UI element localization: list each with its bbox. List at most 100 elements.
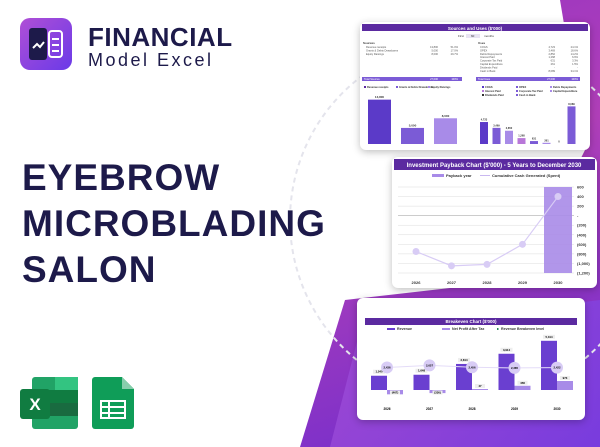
- y-tick: (800): [577, 251, 587, 256]
- bar-label: 631: [532, 137, 537, 141]
- brand-logo: [20, 18, 72, 70]
- breakeven-point: [551, 361, 563, 374]
- bar-label: 4,723: [481, 118, 488, 122]
- legend-label: Dividends Paid: [485, 93, 504, 97]
- data-point: [519, 240, 526, 248]
- revenue-bar: [498, 353, 515, 390]
- google-sheets-icon: [92, 377, 134, 434]
- legend-swatch: [364, 86, 366, 88]
- legend-label: Revenue receipts: [367, 85, 389, 89]
- x-tick: 2026: [412, 280, 422, 285]
- uses-label: Uses: [478, 41, 486, 45]
- data-point: [554, 193, 562, 201]
- first-label: First: [458, 34, 464, 38]
- use-value: 3,469: [549, 48, 556, 52]
- total-uses-value: 27,000: [547, 77, 555, 81]
- label-box: [458, 357, 470, 362]
- use-name: COGS: [480, 45, 488, 49]
- x-tick: 2028: [483, 280, 493, 285]
- source-pct: 51.0%: [451, 45, 459, 49]
- data-point: [448, 262, 455, 270]
- revenue-bar: [413, 374, 430, 390]
- use-value: 631: [551, 59, 556, 63]
- use-name: Interest Paid: [480, 55, 495, 59]
- label-box: [373, 369, 385, 374]
- use-name: Debts Repayments: [480, 52, 503, 56]
- bar: [517, 138, 526, 144]
- y-tick: -: [577, 213, 579, 218]
- title-line: EYEBROW: [22, 157, 221, 198]
- legend-label: Equity Raisings: [431, 85, 451, 89]
- use-value: 4,723: [549, 45, 556, 49]
- bar: [567, 106, 576, 144]
- chart-header: [394, 159, 595, 170]
- use-value: 8,089: [549, 69, 556, 73]
- legend-swatch: [428, 86, 430, 88]
- legend-label: COGS: [485, 85, 493, 89]
- breakeven-card: Breakeven Chart ($'000) Revenue Net Profit…: [357, 298, 585, 420]
- label-box: [543, 334, 555, 339]
- x-tick: 2027: [447, 280, 457, 285]
- breakeven-chart: Breakeven Chart ($'000) Revenue Net Profit…: [365, 318, 577, 411]
- label-box: [390, 390, 400, 395]
- total-sources-label: Total Sources: [364, 77, 380, 81]
- excel-icon: X: [20, 377, 80, 434]
- chart-title: Breakeven Chart ($'000): [445, 319, 497, 324]
- total-row: [476, 77, 580, 81]
- profit-bar: [472, 389, 488, 390]
- source-value: 5,000: [432, 49, 439, 53]
- breakeven-point: [423, 359, 436, 372]
- use-name: OPEX: [480, 48, 487, 52]
- y-tick: 200: [577, 204, 584, 209]
- title-line: MICROBLADING: [22, 203, 326, 244]
- legend-label: Revenue Breakeven level: [501, 327, 544, 331]
- legend-swatch: [550, 86, 552, 88]
- bar-label: 3,469: [493, 123, 500, 127]
- x-tick: 2029: [511, 407, 518, 411]
- source-name: Equity Raisings: [366, 52, 385, 56]
- legend-swatch: [396, 86, 398, 88]
- brand-subtitle: Model Excel: [88, 50, 214, 70]
- use-pct: 1.5%: [572, 62, 579, 66]
- bar-label: 2,852: [506, 126, 513, 130]
- use-pct: 6.6%: [572, 55, 579, 59]
- title-line: SALON: [22, 249, 157, 290]
- x-tick: 2028: [468, 407, 475, 411]
- use-name: Dividends Paid: [480, 65, 498, 69]
- legend-swatch: [482, 90, 484, 92]
- use-pct: 34.1%: [571, 69, 579, 73]
- x-tick: 2026: [383, 407, 390, 411]
- legend-label: Cash in Bank: [519, 93, 536, 97]
- label-box: [500, 347, 513, 352]
- chart-title: Investment Payback Chart ($'000) - 5 Yea…: [407, 163, 582, 169]
- source-value: 8,000: [432, 52, 439, 56]
- legend-label: Capital Expenditure: [553, 89, 578, 93]
- bar: [542, 142, 551, 144]
- source-value: 13,800: [430, 45, 438, 49]
- chart-title: Sources and Uses ($'000): [448, 26, 503, 31]
- chart-header: [365, 318, 577, 325]
- y-tick: (600): [577, 242, 587, 247]
- profit-label: (467): [392, 391, 399, 395]
- profit-bar: [557, 380, 573, 390]
- source-pct: 29.7%: [451, 52, 459, 56]
- profit-label: 47: [478, 384, 482, 388]
- bar-label: 5,000: [409, 123, 417, 127]
- bar-label: 13,800: [375, 95, 385, 99]
- payback-bar: [544, 187, 572, 273]
- legend-swatch: [482, 86, 484, 88]
- x-tick: 2029: [518, 280, 528, 285]
- label-box: [415, 368, 428, 373]
- use-pct: 24.1%: [571, 45, 579, 49]
- use-name: Corporate Tax Paid: [480, 59, 503, 63]
- use-pct: 18.6%: [571, 48, 579, 52]
- revenue-bar: [541, 340, 557, 390]
- bar: [368, 99, 391, 144]
- use-name: Cash in Bank: [480, 69, 496, 73]
- chart-header: [362, 24, 588, 31]
- label-box: [517, 380, 528, 385]
- revenue-label: 2,814: [461, 358, 468, 362]
- legend-swatch: [497, 328, 499, 330]
- use-value: 261: [551, 62, 556, 66]
- legend-label: Payback year: [446, 173, 472, 178]
